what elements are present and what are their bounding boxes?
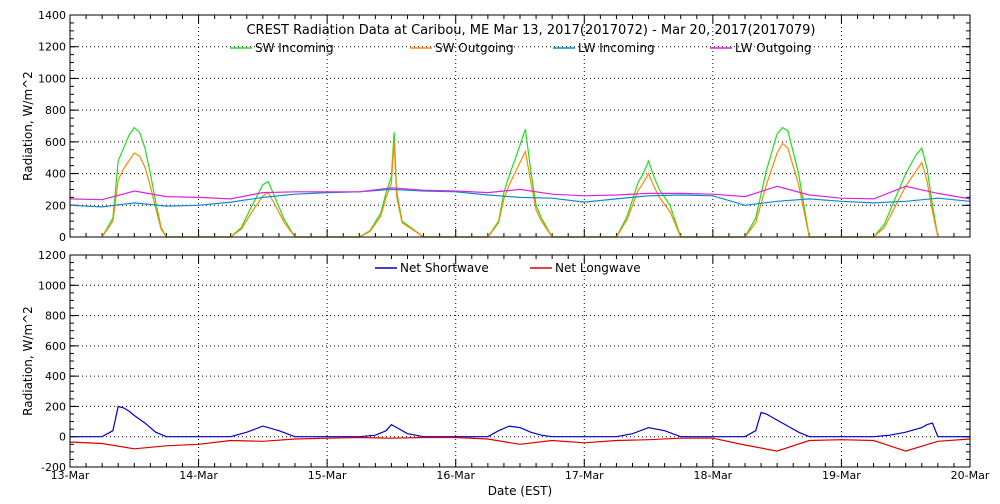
xtick-label: 15-Mar xyxy=(308,469,347,482)
panel2-ytick-label: -200 xyxy=(41,461,66,474)
panel1-ylabel: Radiation, W/m^2 xyxy=(21,71,35,181)
xtick-label: 18-Mar xyxy=(693,469,732,482)
series-line-sw-incoming xyxy=(101,126,939,238)
xtick-label: 16-Mar xyxy=(436,469,475,482)
legend-label-lw-outgoing: LW Outgoing xyxy=(735,41,812,55)
xtick-label: 17-Mar xyxy=(565,469,604,482)
panel2-ytick-label: 800 xyxy=(45,310,66,323)
xtick-label: 20-Mar xyxy=(951,469,990,482)
xtick-label: 13-Mar xyxy=(51,469,90,482)
series-line-lw-incoming xyxy=(69,188,971,208)
legend-label-sw-incoming: SW Incoming xyxy=(255,41,334,55)
panel2-ytick-label: 0 xyxy=(59,431,66,444)
panel1-ytick-label: 400 xyxy=(45,168,66,181)
legend-label-sw-outgoing: SW Outgoing xyxy=(435,41,514,55)
panel2-ytick-label: 200 xyxy=(45,400,66,413)
xtick-label: 19-Mar xyxy=(822,469,861,482)
panel2-ytick-label: 600 xyxy=(45,340,66,353)
legend-label-lw-incoming: LW Incoming xyxy=(578,41,655,55)
panel2-ytick-label: 1200 xyxy=(38,249,66,262)
chart-title: CREST Radiation Data at Caribou, ME Mar … xyxy=(246,23,815,38)
panel1-ytick-label: 800 xyxy=(45,104,66,117)
panel2-plot-frame xyxy=(69,254,971,468)
legend-label-net-shortwave: Net Shortwave xyxy=(400,261,489,275)
panel1-ytick-label: 600 xyxy=(45,136,66,149)
xlabel: Date (EST) xyxy=(488,484,552,498)
legend-label-net-longwave: Net Longwave xyxy=(555,261,641,275)
panel2-ytick-label: 400 xyxy=(45,370,66,383)
panel1-ytick-label: 1200 xyxy=(38,41,66,54)
series-line-lw-outgoing xyxy=(69,185,971,201)
series-line-net-shortwave xyxy=(70,405,970,438)
panel1-ytick-label: 0 xyxy=(59,231,66,244)
series-line-net-longwave xyxy=(69,436,971,452)
panel1-ytick-label: 1000 xyxy=(38,72,66,85)
panel2-ytick-label: 1000 xyxy=(38,279,66,292)
xtick-label: 14-Mar xyxy=(179,469,218,482)
panel2-ylabel: Radiation, W/m^2 xyxy=(21,306,35,416)
panel1-ytick-label: 200 xyxy=(45,199,66,212)
panel1-ytick-label: 1400 xyxy=(38,9,66,22)
panel1-plot-frame xyxy=(69,14,971,238)
